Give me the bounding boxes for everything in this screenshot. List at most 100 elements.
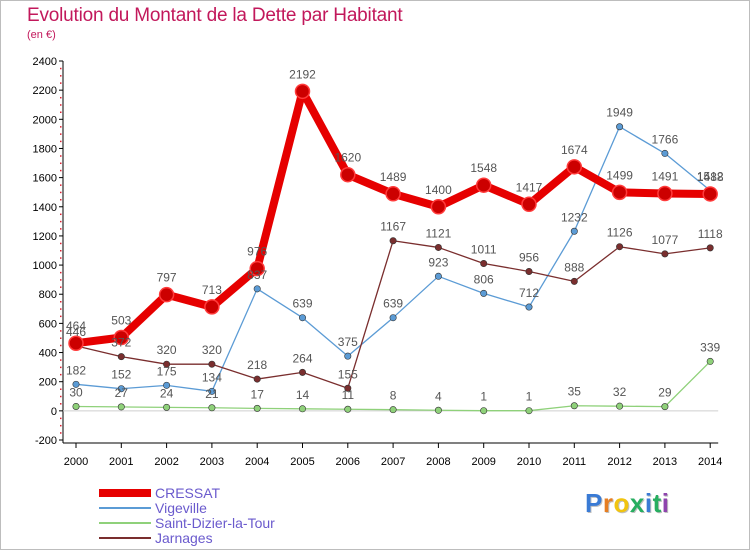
y-minor-tick bbox=[60, 359, 62, 361]
data-label: 1118 bbox=[698, 227, 723, 241]
y-minor-tick bbox=[60, 417, 62, 420]
data-point bbox=[525, 407, 533, 415]
y-minor-tick bbox=[60, 424, 62, 427]
data-label: 8 bbox=[390, 389, 397, 403]
y-minor-tick bbox=[60, 432, 62, 434]
y-tick-label: 200 bbox=[39, 377, 57, 389]
y-tick-label: 1400 bbox=[33, 202, 57, 214]
x-tick-label: 2011 bbox=[562, 456, 586, 468]
data-point bbox=[249, 260, 265, 277]
x-tick-label: 2004 bbox=[245, 456, 269, 468]
data-point bbox=[117, 353, 125, 361]
y-minor-tick bbox=[60, 395, 62, 398]
data-point bbox=[389, 314, 397, 322]
y-minor-tick bbox=[60, 330, 62, 332]
y-minor-tick bbox=[60, 403, 62, 405]
data-point bbox=[570, 402, 578, 410]
data-point bbox=[480, 259, 488, 267]
logo-letter: i bbox=[644, 488, 653, 518]
y-minor-tick bbox=[60, 162, 62, 165]
data-point bbox=[344, 384, 352, 392]
data-label: 14 bbox=[296, 388, 310, 402]
data-label: 152 bbox=[111, 368, 131, 382]
data-point bbox=[208, 360, 216, 368]
data-label: 21 bbox=[205, 387, 219, 401]
data-point bbox=[389, 406, 397, 414]
data-label: 1512 bbox=[697, 169, 724, 183]
data-point bbox=[208, 404, 216, 412]
data-point bbox=[434, 243, 442, 251]
chart-subtitle: (en €) bbox=[27, 29, 56, 41]
x-tick-label: 2003 bbox=[200, 456, 224, 468]
logo-letter: x bbox=[629, 488, 645, 518]
data-point bbox=[525, 303, 533, 311]
data-label: 134 bbox=[202, 370, 222, 384]
x-tick-label: 2012 bbox=[607, 456, 631, 468]
y-tick-label: 0 bbox=[51, 406, 57, 418]
series-jarnages bbox=[72, 237, 714, 392]
legend-label: Saint-Dizier-la-Tour bbox=[155, 515, 275, 531]
x-tick-label: 2014 bbox=[698, 456, 722, 468]
y-minor-tick bbox=[60, 82, 62, 84]
data-label: 17 bbox=[251, 387, 265, 401]
x-tick-label: 2005 bbox=[290, 456, 314, 468]
y-tick-label: 1200 bbox=[33, 231, 57, 243]
y-minor-tick bbox=[60, 308, 62, 310]
y-tick-label: 2000 bbox=[33, 114, 57, 126]
data-label: 1548 bbox=[470, 161, 497, 175]
data-label: 464 bbox=[66, 319, 86, 333]
y-minor-tick bbox=[60, 301, 62, 303]
data-point bbox=[298, 368, 306, 376]
y-minor-tick bbox=[60, 169, 62, 172]
legend-label: CRESSAT bbox=[155, 485, 221, 501]
logo-letter: P bbox=[585, 488, 603, 518]
data-point bbox=[570, 227, 578, 235]
data-label: 320 bbox=[157, 343, 177, 357]
data-label: 806 bbox=[474, 272, 494, 286]
data-point bbox=[344, 405, 352, 413]
data-label: 32 bbox=[613, 385, 627, 399]
y-minor-tick bbox=[60, 191, 62, 194]
data-label: 1077 bbox=[652, 233, 679, 247]
data-label: 29 bbox=[658, 386, 672, 400]
data-label: 1400 bbox=[425, 183, 452, 197]
data-point bbox=[661, 250, 669, 258]
y-minor-tick bbox=[60, 126, 62, 128]
data-point bbox=[253, 285, 261, 293]
data-label: 1949 bbox=[606, 106, 633, 120]
data-label: 1126 bbox=[607, 226, 633, 240]
data-point bbox=[616, 402, 624, 410]
legend-item: CRESSAT bbox=[99, 486, 359, 501]
y-minor-tick bbox=[60, 366, 62, 369]
data-label: 2192 bbox=[289, 67, 316, 81]
y-minor-tick bbox=[60, 242, 62, 245]
data-label: 1167 bbox=[380, 220, 406, 234]
y-minor-tick bbox=[60, 286, 62, 288]
data-label: 1620 bbox=[334, 151, 361, 165]
y-minor-tick bbox=[60, 111, 62, 114]
y-minor-tick bbox=[60, 337, 62, 339]
data-point bbox=[298, 314, 306, 322]
legend-swatch bbox=[99, 489, 151, 497]
data-point bbox=[475, 177, 492, 193]
y-minor-tick bbox=[60, 257, 62, 259]
data-point bbox=[611, 184, 628, 201]
data-label: 1232 bbox=[561, 210, 588, 224]
x-tick-label: 2007 bbox=[381, 456, 405, 468]
data-point bbox=[525, 267, 533, 275]
y-minor-tick bbox=[60, 373, 62, 376]
y-tick-label: 800 bbox=[39, 289, 57, 301]
data-point bbox=[616, 243, 624, 251]
data-label: 375 bbox=[338, 335, 358, 349]
y-tick-label: -200 bbox=[35, 435, 57, 447]
data-label: 1121 bbox=[425, 226, 451, 240]
y-tick-label: 400 bbox=[39, 348, 57, 360]
data-label: 837 bbox=[247, 268, 267, 282]
data-point bbox=[389, 237, 397, 245]
chart-legend: CRESSAT Vigeville Saint-Dizier-la-Tour Jarn… bbox=[99, 486, 359, 546]
data-label: 1499 bbox=[606, 168, 633, 182]
data-label: 1491 bbox=[652, 170, 679, 184]
data-point bbox=[706, 244, 714, 252]
data-label: 888 bbox=[564, 260, 584, 274]
data-label: 264 bbox=[292, 351, 312, 365]
